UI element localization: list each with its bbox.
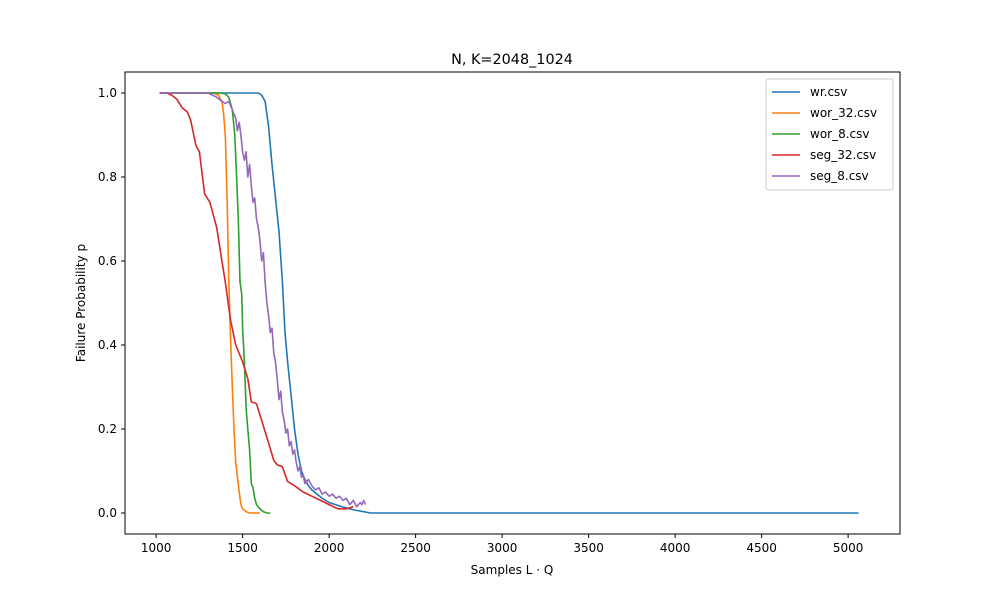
x-tick-label: 1500 bbox=[227, 541, 258, 555]
plot-area bbox=[124, 71, 901, 535]
series-line-4 bbox=[159, 92, 354, 510]
legend-entry: seg_32.csv bbox=[810, 148, 876, 162]
y-axis: 0.0 0.2 0.4 0.6 0.8 1.0 bbox=[98, 86, 125, 520]
y-tick-label: 0.4 bbox=[98, 338, 117, 352]
series-lines bbox=[159, 92, 859, 514]
series-line-2 bbox=[159, 92, 260, 514]
x-tick-label: 2000 bbox=[314, 541, 345, 555]
chart-title: N, K=2048_1024 bbox=[451, 52, 573, 68]
legend: wr.csv wor_32.csv wor_8.csv seg_32.csv seg_8… bbox=[765, 78, 894, 191]
legend-entry: seg_8.csv bbox=[810, 169, 869, 183]
series-line-3 bbox=[159, 92, 271, 514]
y-tick-label: 0.0 bbox=[98, 506, 117, 520]
legend-entry: wr.csv bbox=[810, 85, 847, 99]
x-axis: 1000 1500 2000 2500 3000 3500 4000 4500 5000 bbox=[141, 534, 864, 555]
x-tick-label: 3500 bbox=[573, 541, 604, 555]
x-tick-label: 1000 bbox=[141, 541, 172, 555]
legend-entry: wor_8.csv bbox=[810, 127, 870, 141]
x-tick-label: 3000 bbox=[487, 541, 518, 555]
x-axis-label: Samples L · Q bbox=[471, 563, 554, 577]
y-tick-label: 0.8 bbox=[98, 170, 117, 184]
x-tick-label: 4000 bbox=[660, 541, 691, 555]
y-tick-label: 1.0 bbox=[98, 86, 117, 100]
x-tick-label: 4500 bbox=[746, 541, 777, 555]
y-tick-label: 0.2 bbox=[98, 422, 117, 436]
legend-entry: wor_32.csv bbox=[810, 106, 877, 120]
x-tick-label: 5000 bbox=[833, 541, 864, 555]
series-line-5 bbox=[159, 92, 367, 508]
series-line-1 bbox=[159, 92, 859, 514]
legend-box bbox=[765, 78, 894, 191]
x-tick-label: 2500 bbox=[400, 541, 431, 555]
y-tick-label: 0.6 bbox=[98, 254, 117, 268]
y-axis-label: Failure Probability p bbox=[74, 244, 88, 362]
